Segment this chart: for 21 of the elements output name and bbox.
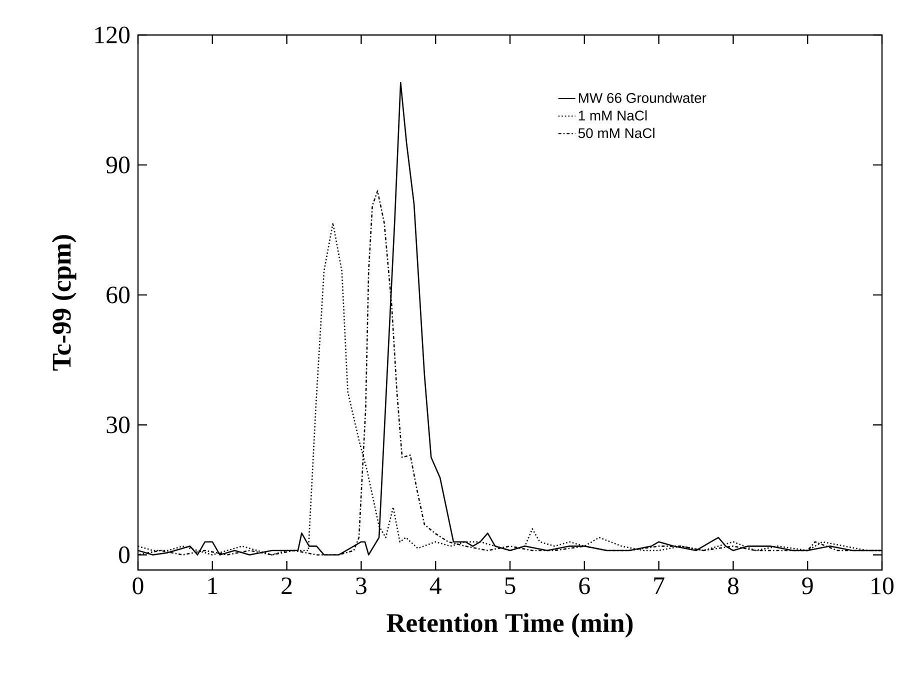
x-tick-label: 4 bbox=[430, 578, 442, 594]
x-tick-label: 3 bbox=[356, 578, 366, 594]
x-tick-label: 5 bbox=[505, 578, 516, 594]
y-tick-label: 90 bbox=[106, 156, 130, 174]
y-tick-label: 120 bbox=[95, 26, 130, 44]
x-tick-label: 10 bbox=[872, 578, 894, 594]
y-tick-label: 30 bbox=[106, 416, 130, 434]
x-axis-title: Retention Time (min) bbox=[386, 613, 633, 638]
x-tick-label: 9 bbox=[802, 578, 813, 594]
legend-label: 1 mM NaCl bbox=[578, 110, 647, 121]
y-tick-label: 0 bbox=[118, 546, 130, 564]
y-axis-title: Tc-99 (cpm) bbox=[52, 235, 76, 371]
legend-label: 50 mM NaCl bbox=[578, 128, 654, 138]
x-tick-label: 2 bbox=[282, 578, 292, 594]
x-tick-label: 8 bbox=[728, 578, 738, 594]
x-tick-label: 0 bbox=[132, 578, 144, 594]
legend-label: MW 66 Groundwater bbox=[578, 92, 706, 103]
x-tick-label: 7 bbox=[654, 578, 664, 594]
y-tick-label: 60 bbox=[106, 286, 130, 304]
x-tick-label: 6 bbox=[579, 578, 590, 594]
x-tick-label: 1 bbox=[208, 578, 218, 594]
